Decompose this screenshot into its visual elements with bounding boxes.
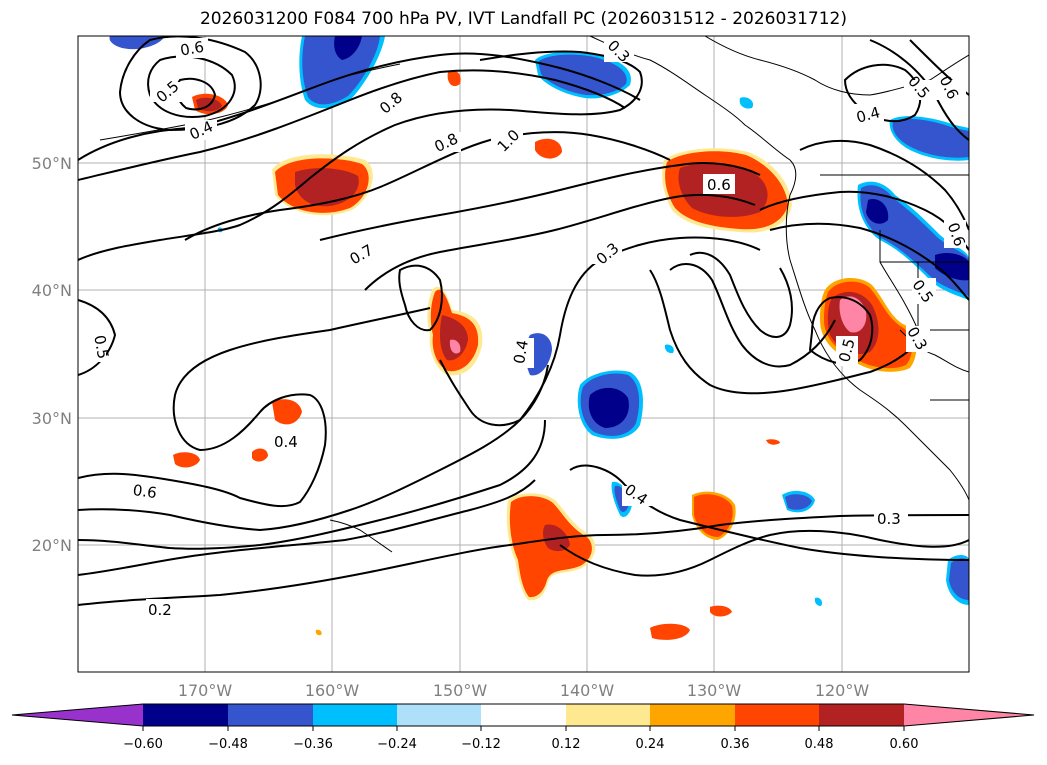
contour-line [78,419,546,550]
colorbar-tick-label: 0.48 [805,737,834,752]
contour-label: 0.4 [854,103,882,127]
contour-line [559,529,969,577]
fill-blob [447,70,461,87]
colorbar-segment [566,704,650,726]
contour-line [769,222,969,301]
colorbar-segment [313,704,397,726]
colorbar-tick-label: −0.12 [461,737,501,752]
fill-blob [535,138,562,159]
fill-blob [173,452,200,468]
contour-line [649,269,916,395]
colorbar-tick-label: 0.24 [636,737,665,752]
colorbar-tick-label: −0.48 [208,737,248,752]
fill-blob [710,605,732,617]
lon-label: 120°W [815,681,870,700]
contour-line [78,236,761,532]
coastline [329,519,393,553]
fill-blob [664,344,674,354]
contour-label: 0.4 [274,433,298,451]
colorbar-segment [143,704,228,726]
contour-line [78,307,431,508]
colorbar-segment [650,704,735,726]
fill-blob [588,387,629,428]
colorbar-segment [819,704,904,726]
fill-blob [334,36,362,60]
colorbar-extend-left [12,704,143,726]
colorbar-tick-label: −0.36 [293,737,333,752]
lon-label: 170°W [178,681,233,700]
lon-label: 130°W [687,681,742,700]
lon-label: 150°W [433,681,488,700]
fill-blob [272,399,302,425]
colorbar-segment [228,704,313,726]
contour-line [319,162,761,241]
fill-blob [892,118,969,158]
fill-blob [302,36,380,105]
contour-line [799,139,969,231]
fill-blob [449,339,461,354]
contour-line [569,464,969,561]
contour-line [669,263,836,368]
lat-label: 20°N [32,536,72,555]
contour-line [843,63,922,123]
contour-line [147,55,236,118]
contour-line [78,514,969,606]
fill-blob [439,315,468,361]
contour-line [184,131,671,241]
lat-label: 50°N [32,154,72,173]
lat-label: 40°N [32,281,72,300]
colorbar-tick-label: −0.60 [123,737,163,752]
colorbar-extend-right [904,704,1034,726]
contour-label: 0.6 [179,38,206,60]
colorbar-tick-label: 0.60 [890,737,919,752]
fill-blob [315,629,322,636]
colorbar-tick-label: 0.12 [552,737,581,752]
plot-frame [77,35,970,673]
colorbar: −0.60 −0.48 −0.36 −0.24 −0.12 0.12 0.24 … [11,703,1035,752]
colorbar-tick-label: 0.36 [721,737,750,752]
fill-blob [252,448,268,462]
fill-blob [650,623,690,640]
contour-line [78,299,117,376]
coastline [879,261,919,331]
coastline [704,36,969,96]
contour-label: 0.2 [148,601,172,619]
fill-blob [949,558,969,600]
contour-line [78,479,536,576]
contour-label: 0.6 [707,176,731,194]
fill-blob [866,199,889,224]
contour-line [364,193,756,291]
contour-line [78,69,626,181]
contour-label: 0.3 [877,510,901,528]
contour-label: 0.5 [835,336,859,364]
colorbar-segment [481,704,566,726]
contour-line [439,359,549,427]
lat-label: 30°N [32,409,72,428]
fill-blob [766,439,780,445]
fill-blob [739,97,754,109]
positive-anomaly-fills [173,70,917,640]
contour-line [398,264,443,332]
contour-line [78,52,641,161]
longitude-labels: 170°W 160°W 150°W 140°W 130°W 120°W [178,681,870,700]
contour-label: 0.5 [90,334,112,361]
colorbar-segment [735,704,819,726]
colorbar-segment [397,704,481,726]
fill-blob [785,494,812,510]
coastline [589,36,969,501]
colorbar-tick-label: −0.24 [377,737,417,752]
latitude-labels: 50°N 40°N 30°N 20°N [32,154,72,555]
lon-label: 140°W [560,681,615,700]
fill-blob [839,296,867,333]
contour-line [689,251,793,338]
contour-label: 0.6 [132,481,158,502]
contour-label: 0.4 [510,339,532,366]
lon-label: 160°W [305,681,360,700]
fill-blob [814,597,823,606]
contour-line [118,36,262,132]
plot-title: 2026031200 F084 700 hPa PV, IVT Landfall… [199,9,847,29]
